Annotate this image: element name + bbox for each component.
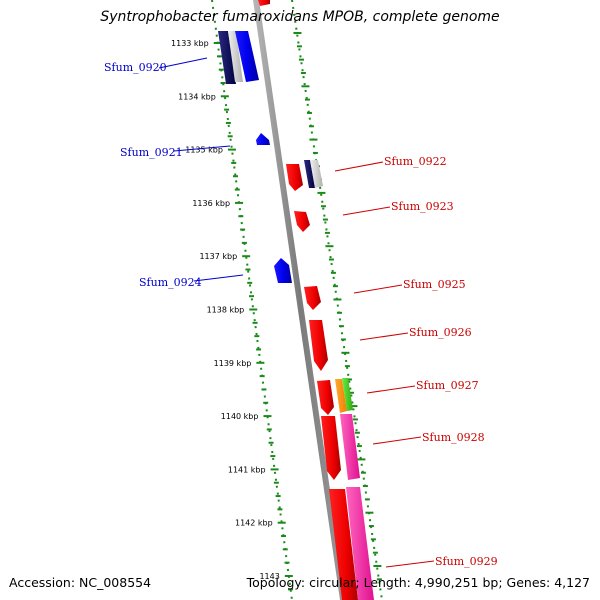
gene-sfum-0922-c (310, 160, 323, 188)
gene-partial-top (258, 0, 270, 6)
scale-label: 1134 kbp (178, 92, 216, 101)
gene-sfum-0929-b (346, 487, 374, 600)
accession-text: Accession: NC_008554 (9, 575, 152, 590)
leader-sfum-0928 (372, 436, 422, 445)
gene-sfum-0927-a (317, 380, 334, 415)
label-sfum-0921: Sfum_0921 (120, 146, 183, 159)
leader-sfum-0926 (359, 332, 409, 341)
label-sfum-0924: Sfum_0924 (139, 276, 202, 289)
topology-text: Topology: circular; Length: 4,990,251 bp… (246, 575, 590, 590)
gene-sfum-0921 (256, 133, 270, 145)
gene-sfum-0928-b (340, 414, 360, 480)
label-sfum-0925: Sfum_0925 (403, 278, 466, 291)
scale-label: 1140 kbp (221, 412, 259, 421)
scale-label: 1142 kbp (235, 519, 273, 528)
scale-label: 1137 kbp (199, 252, 237, 261)
gene-sfum-0927-b (335, 379, 347, 413)
gene-sfum-0929-a (329, 489, 358, 600)
leader-sfum-0924 (193, 274, 244, 282)
label-sfum-0920: Sfum_0920 (104, 61, 167, 74)
label-sfum-0922: Sfum_0922 (384, 155, 447, 168)
leader-sfum-0922 (334, 161, 384, 172)
label-sfum-0927: Sfum_0927 (416, 379, 479, 392)
gene-sfum-0922-b (304, 160, 315, 188)
leader-sfum-0923 (342, 206, 391, 216)
leader-sfum-0927 (366, 385, 416, 394)
scale-ticks (213, 32, 382, 591)
label-sfum-0929: Sfum_0929 (435, 555, 498, 568)
map-title: Syntrophobacter fumaroxidans MPOB, compl… (100, 9, 500, 25)
scale-label: 1143 (259, 572, 279, 581)
gene-sfum-0920-a (218, 31, 236, 84)
leader-sfum-0921 (173, 145, 231, 152)
scale-label: 1133 kbp (171, 39, 209, 48)
label-sfum-0926: Sfum_0926 (409, 326, 472, 339)
label-sfum-0923: Sfum_0923 (391, 200, 454, 213)
gene-sfum-0926 (309, 320, 328, 371)
label-sfum-0928: Sfum_0928 (422, 431, 485, 444)
scale-label: 1139 kbp (214, 359, 252, 368)
gene-sfum-0927-c (342, 378, 353, 411)
gene-sfum-0922-a (286, 164, 303, 191)
scale-label: 1135 kbp (185, 146, 223, 155)
gene-sfum-0923 (294, 211, 310, 232)
leader-sfum-0920 (158, 57, 208, 69)
leader-sfum-0929 (385, 560, 435, 568)
scale-label: 1138 kbp (207, 306, 245, 315)
gene-sfum-0928-a (321, 416, 341, 480)
scale-labels: 1133 kbp 1134 kbp 1135 kbp 1136 kbp 1137 kbp… (171, 39, 280, 581)
genome-backbone (253, 0, 346, 600)
track-boundary-left (211, 0, 293, 600)
gene-sfum-0924 (274, 258, 292, 283)
gene-sfum-0920-c (235, 31, 259, 82)
scale-label: 1141 kbp (228, 465, 266, 474)
leader-sfum-0925 (353, 284, 403, 294)
scale-label: 1136 kbp (192, 199, 230, 208)
gene-sfum-0920-b (228, 31, 243, 82)
gene-sfum-0925 (304, 286, 321, 310)
